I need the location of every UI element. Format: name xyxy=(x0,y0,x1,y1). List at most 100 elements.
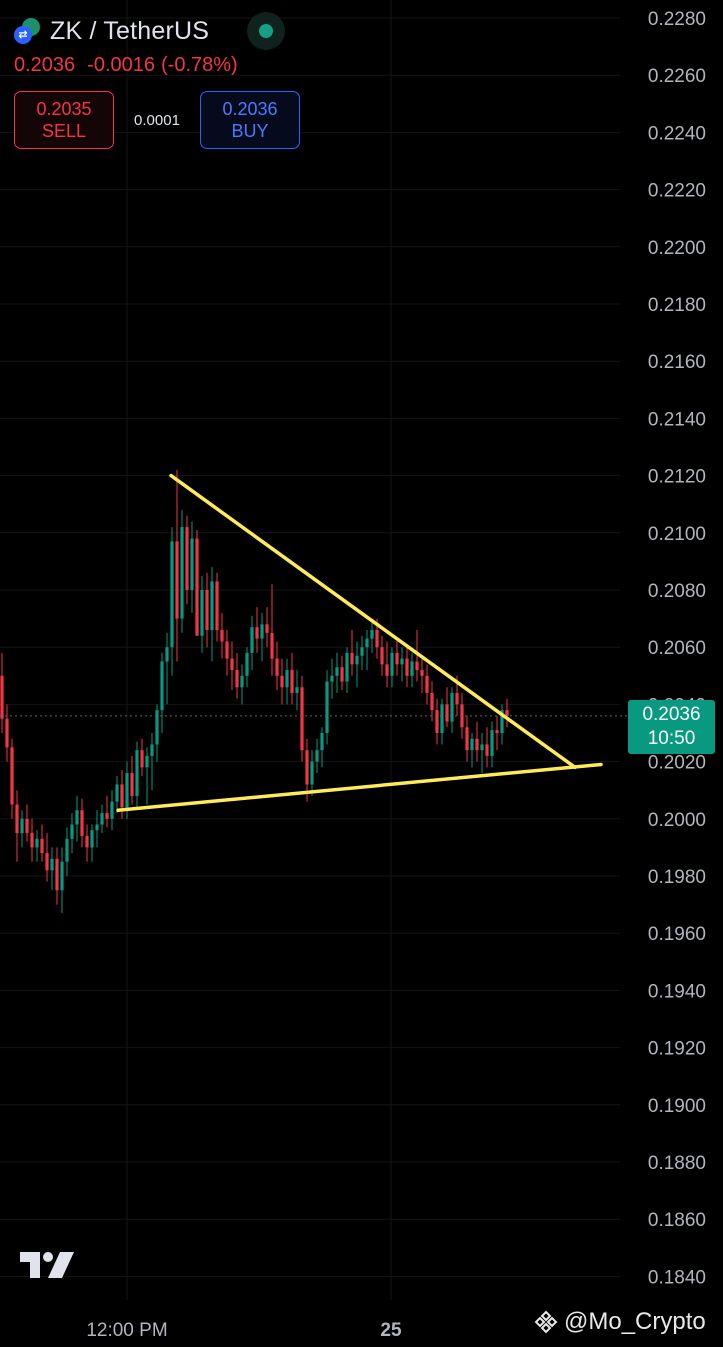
candle-body xyxy=(200,590,204,636)
candle-body xyxy=(275,658,279,676)
binance-square-icon xyxy=(534,1310,558,1334)
ascending-trendline xyxy=(116,762,603,812)
y-tick-label: 0.2160 xyxy=(648,352,706,373)
symbol-title[interactable]: ZK / TetherUS xyxy=(50,16,210,45)
candle-body xyxy=(30,833,34,848)
price-change: -0.0016 xyxy=(87,54,156,76)
candle-body xyxy=(300,687,304,751)
candle-body xyxy=(175,541,179,619)
candle-body xyxy=(95,824,99,831)
candle-body xyxy=(190,538,194,590)
tradingview-logo-icon[interactable] xyxy=(18,1248,76,1282)
candle-body xyxy=(250,627,254,653)
candle-body xyxy=(475,738,479,751)
candle-body xyxy=(35,838,39,848)
spread-value: 0.0001 xyxy=(134,111,180,129)
x-tick-label: 25 xyxy=(380,1320,402,1341)
candle-body xyxy=(185,527,189,590)
candle-body xyxy=(350,652,354,665)
candle-body xyxy=(85,835,89,848)
candle-body xyxy=(280,675,284,688)
candle-body xyxy=(60,861,64,891)
candle-body xyxy=(255,627,259,639)
candle-body xyxy=(240,675,244,688)
descending-trendline xyxy=(169,473,577,770)
candle-body xyxy=(170,541,174,648)
candle-body xyxy=(125,773,129,808)
candle-body xyxy=(375,630,379,648)
candle-body xyxy=(220,630,224,642)
y-tick-label: 0.1860 xyxy=(648,1210,706,1231)
candle-body xyxy=(290,670,294,693)
candle-body xyxy=(435,710,439,733)
y-tick-label: 0.2140 xyxy=(648,409,706,430)
buy-button[interactable]: 0.2036 BUY xyxy=(200,91,300,149)
candle-body xyxy=(260,624,264,639)
candle-body xyxy=(465,727,469,751)
y-tick-label: 0.2020 xyxy=(648,753,706,774)
candle-body xyxy=(455,692,459,705)
candle-body xyxy=(130,773,134,796)
candle-body xyxy=(330,675,334,682)
candle-body xyxy=(55,858,59,891)
y-tick-label: 0.1900 xyxy=(648,1096,706,1117)
y-tick-label: 0.2260 xyxy=(648,66,706,87)
y-tick-label: 0.2280 xyxy=(648,9,706,30)
candle-body xyxy=(5,718,9,748)
candle-body xyxy=(370,630,374,639)
candle-body xyxy=(40,838,44,854)
y-tick-label: 0.2220 xyxy=(648,181,706,202)
candle-body xyxy=(25,818,29,834)
candle-body xyxy=(205,590,209,631)
candle-body xyxy=(380,647,384,665)
bar-countdown: 10:50 xyxy=(647,728,696,749)
candle-body xyxy=(360,647,364,656)
sell-button[interactable]: 0.2035 SELL xyxy=(14,91,114,149)
y-tick-label: 0.2180 xyxy=(648,295,706,316)
candle-body xyxy=(70,824,74,839)
candle-body xyxy=(440,704,444,733)
candle-body xyxy=(90,830,94,848)
candle-body xyxy=(80,810,84,836)
candle-body xyxy=(445,704,449,722)
candle-body xyxy=(345,652,349,682)
y-tick-label: 0.2080 xyxy=(648,581,706,602)
candle-body xyxy=(145,755,149,768)
candle-body xyxy=(495,730,499,733)
candle-body xyxy=(210,581,214,631)
y-tick-label: 0.1880 xyxy=(648,1153,706,1174)
candle-body xyxy=(405,658,409,676)
candle-body xyxy=(165,647,169,662)
candle-body xyxy=(470,738,474,751)
current-price-tag: 0.2036 10:50 xyxy=(628,700,715,754)
candle-body xyxy=(45,853,49,871)
candle-body xyxy=(325,681,329,733)
y-tick-label: 0.1960 xyxy=(648,924,706,945)
candle-body xyxy=(230,658,234,671)
candle-body xyxy=(140,750,144,768)
y-tick-label: 0.1980 xyxy=(648,867,706,888)
sell-label: SELL xyxy=(41,121,87,141)
y-tick-label: 0.2240 xyxy=(648,123,706,144)
y-tick-label: 0.2200 xyxy=(648,238,706,259)
candle-body xyxy=(285,670,289,688)
candle-body xyxy=(425,675,429,693)
candle-body xyxy=(115,784,119,802)
sell-price: 0.2035 xyxy=(36,99,92,119)
candle-body xyxy=(100,813,104,825)
y-tick-label: 0.2000 xyxy=(648,810,706,831)
candle-body xyxy=(410,661,414,676)
candle-body xyxy=(315,750,319,762)
candle-body xyxy=(450,692,454,722)
candle-body xyxy=(110,801,114,819)
candle-body xyxy=(0,675,4,719)
candle-body xyxy=(420,670,424,676)
x-tick-label: 12:00 PM xyxy=(86,1320,167,1341)
candle-body xyxy=(310,761,314,785)
candle-body xyxy=(180,527,184,619)
candle-body xyxy=(320,733,324,751)
candle-body xyxy=(65,838,69,862)
candle-body xyxy=(270,632,274,659)
y-tick-label: 0.2120 xyxy=(648,467,706,488)
